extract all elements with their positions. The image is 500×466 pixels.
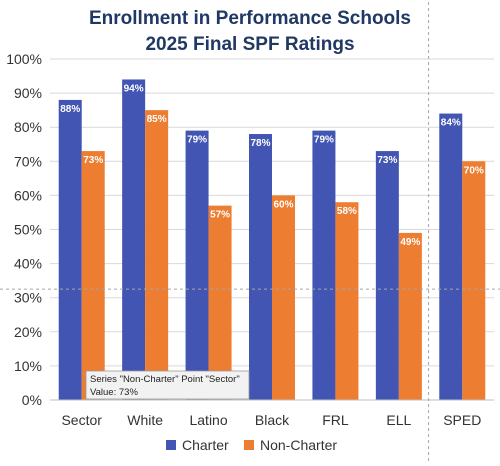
x-axis: Sector White Latino Black FRL ELL SPED [50,399,494,428]
data-label: 79% [314,135,334,146]
data-label: 49% [400,237,420,248]
y-tick-label: 10% [14,358,42,374]
data-label: 57% [210,210,230,221]
data-label: 94% [124,83,144,94]
legend-swatch-non-charter [244,440,254,450]
bar-non-charter-ell[interactable] [398,232,422,400]
bar-non-charter-white[interactable] [145,110,169,401]
data-label: 60% [273,199,293,210]
bar-charter-sped[interactable] [439,113,463,400]
y-tick-label: 60% [14,187,42,203]
y-tick-label: 90% [14,85,42,101]
x-tick-label: Sector [61,412,102,428]
x-tick-label: Black [255,412,290,428]
bars: 88% 73% 94% 85% 79% 57% 78% 60% 79% 58% 73% 49% 84% 7… [58,79,486,401]
bar-non-charter-frl[interactable] [335,202,359,400]
tooltip-line-2: Value: 73% [90,387,138,398]
bar-charter-frl[interactable] [312,130,336,401]
data-label: 85% [147,114,167,125]
data-label: 79% [187,135,207,146]
y-axis: 0% 10% 20% 30% 40% 50% 60% 70% 80% 90% 100% [6,51,42,408]
x-tick-label: White [127,412,163,428]
tooltip: Series "Non-Charter" Point "Sector" Valu… [85,370,250,400]
chart-title-line-1: Enrollment in Performance Schools [89,8,411,29]
x-tick-label: SPED [443,412,481,428]
y-tick-label: 30% [14,290,42,306]
bar-charter-black[interactable] [249,134,272,400]
y-tick-label: 80% [14,119,42,135]
data-label: 73% [83,155,103,166]
bar-non-charter-sped[interactable] [462,161,486,400]
bar-non-charter-black[interactable] [272,195,295,400]
legend-label-charter: Charter [182,437,229,453]
y-tick-label: 0% [22,392,42,408]
tooltip-line-1: Series "Non-Charter" Point "Sector" [90,374,240,385]
bar-charter-white[interactable] [122,79,146,401]
x-tick-label: Latino [189,412,227,428]
tooltip-box [85,370,250,400]
legend-swatch-charter [166,440,176,450]
y-tick-label: 40% [14,256,42,272]
bar-charter-sector[interactable] [58,99,82,401]
y-tick-label: 50% [14,222,42,238]
x-tick-label: FRL [322,412,349,428]
chart-title-line-2: 2025 Final SPF Ratings [145,34,354,55]
x-tick-label: ELL [386,412,411,428]
data-label: 73% [377,155,397,166]
bar-non-charter-latino[interactable] [208,205,232,400]
legend-label-non-charter: Non-Charter [260,437,337,453]
data-label: 88% [60,104,80,115]
data-label: 70% [464,165,484,176]
data-label: 84% [441,118,461,129]
data-label: 58% [337,206,357,217]
y-tick-label: 70% [14,153,42,169]
y-tick-label: 20% [14,324,42,340]
bar-charter-latino[interactable] [185,130,209,401]
bar-non-charter-sector[interactable] [81,151,105,400]
bar-charter-ell[interactable] [375,151,399,400]
data-label: 78% [250,138,270,149]
y-tick-label: 100% [6,51,42,67]
legend: Charter Non-Charter [166,437,337,453]
